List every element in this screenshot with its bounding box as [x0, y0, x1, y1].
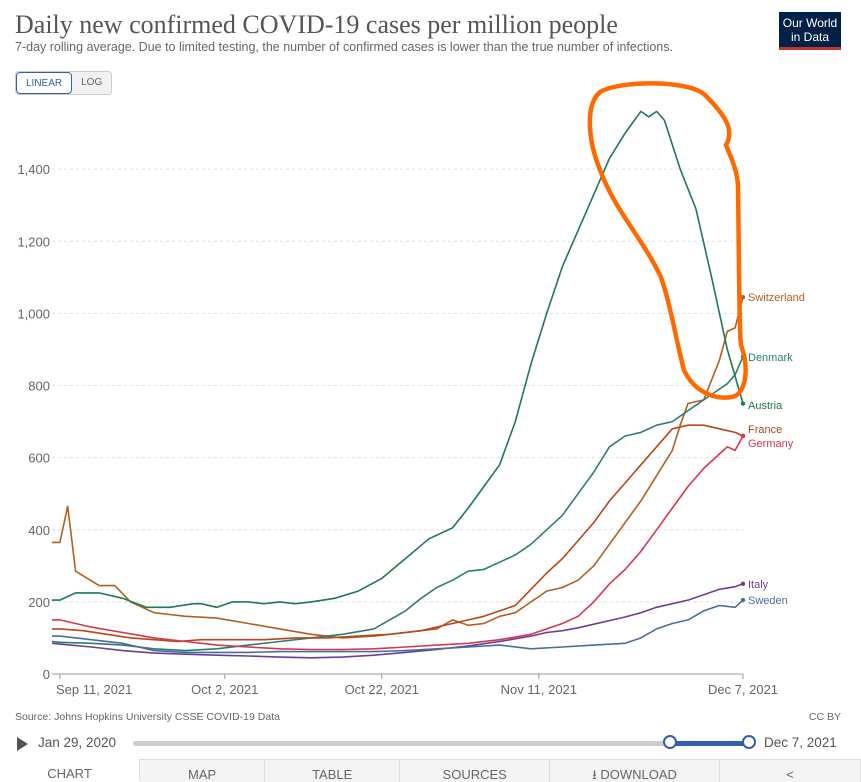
series-end-point	[740, 581, 746, 587]
x-tick-label: Sep 11, 2021	[56, 682, 132, 697]
legend-label-italy[interactable]: Italy	[748, 579, 769, 591]
legend-label-sweden[interactable]: Sweden	[748, 595, 788, 607]
timeline-end-handle[interactable]	[742, 735, 756, 749]
y-axis: 0 200 400 600 800 1,000 1,200 1,400	[17, 162, 50, 682]
series-line-austria[interactable]	[52, 110, 744, 609]
series-end-point	[740, 294, 746, 300]
legend-label-switzerland[interactable]: Switzerland	[748, 292, 805, 304]
chart-title: Daily new confirmed COVID-19 cases per m…	[15, 10, 618, 39]
series-line-sweden[interactable]	[52, 599, 744, 654]
x-tick-label: Oct 2, 2021	[191, 682, 258, 697]
x-tick-label: Dec 7, 2021	[708, 682, 778, 697]
play-icon[interactable]	[17, 737, 28, 751]
series-line-germany[interactable]	[52, 435, 744, 651]
legend-label-germany[interactable]: Germany	[748, 438, 794, 450]
x-tick-label: Oct 22, 2021	[345, 682, 419, 697]
series-line-switzerland[interactable]	[52, 296, 744, 639]
y-tick-label: 1,200	[17, 234, 50, 249]
tab-download[interactable]: ⭳ DOWNLOAD	[550, 759, 720, 782]
timeline-start-date: Jan 29, 2020	[38, 735, 117, 750]
logo-line-1: Our World	[782, 16, 838, 30]
series-end-point	[740, 597, 746, 603]
y-tick-label: 0	[43, 667, 50, 682]
series-line-italy[interactable]	[51, 583, 744, 659]
x-axis: Sep 11, 2021 Oct 2, 2021 Oct 22, 2021 Nov 1…	[56, 674, 778, 697]
series-line-france[interactable]	[52, 424, 744, 643]
legend-label-austria[interactable]: Austria	[748, 400, 783, 412]
legend-labels: Switzerland Denmark Austria France Germany It…	[748, 292, 805, 607]
timeline-end-date: Dec 7, 2021	[764, 735, 837, 750]
series-lines	[51, 110, 746, 659]
timeline-track[interactable]	[133, 741, 749, 746]
timeline-selected-range	[670, 741, 749, 746]
legend-label-denmark[interactable]: Denmark	[748, 352, 793, 364]
linear-scale-button[interactable]: LINEAR	[16, 72, 73, 94]
chart-subtitle: 7-day rolling average. Due to limited te…	[15, 40, 673, 54]
series-line-denmark[interactable]	[51, 356, 744, 652]
download-label: DOWNLOAD	[600, 767, 677, 782]
share-icon: <	[786, 767, 794, 782]
y-tick-label: 200	[28, 595, 50, 610]
tab-sources[interactable]: SOURCES	[400, 759, 551, 782]
download-icon: ⭳	[592, 767, 601, 782]
series-end-point	[740, 433, 746, 439]
y-tick-label: 800	[28, 379, 50, 394]
logo-line-2: in Data	[790, 30, 830, 44]
chart-area[interactable]: 0 200 400 600 800 1,000 1,200 1,400 Sep 11, 202…	[0, 0, 861, 700]
timeline: Jan 29, 2020 Dec 7, 2021	[0, 730, 861, 756]
gridlines	[52, 168, 743, 675]
share-button[interactable]: <	[719, 759, 861, 782]
y-tick-label: 600	[28, 451, 50, 466]
y-tick-label: 400	[28, 523, 50, 538]
tab-chart[interactable]: CHART	[0, 759, 141, 781]
x-tick-label: Nov 11, 2021	[501, 682, 577, 697]
annotation-circle	[587, 81, 748, 400]
legend-label-france[interactable]: France	[748, 424, 782, 436]
tab-bar: CHART MAP TABLE SOURCES ⭳ DOWNLOAD <	[0, 759, 861, 782]
license[interactable]: CC BY	[808, 711, 841, 723]
scale-toggle: LINEAR LOG	[15, 71, 113, 95]
y-tick-label: 1,000	[17, 306, 50, 321]
tab-map[interactable]: MAP	[140, 759, 266, 782]
log-scale-button[interactable]: LOG	[72, 72, 112, 94]
tab-table[interactable]: TABLE	[265, 759, 401, 782]
owid-logo[interactable]: Our World in Data	[779, 12, 841, 50]
timeline-start-handle[interactable]	[663, 735, 677, 749]
source-note: Source: Johns Hopkins University CSSE CO…	[15, 711, 280, 723]
y-tick-label: 1,400	[17, 162, 50, 177]
series-end-point	[740, 401, 746, 406]
